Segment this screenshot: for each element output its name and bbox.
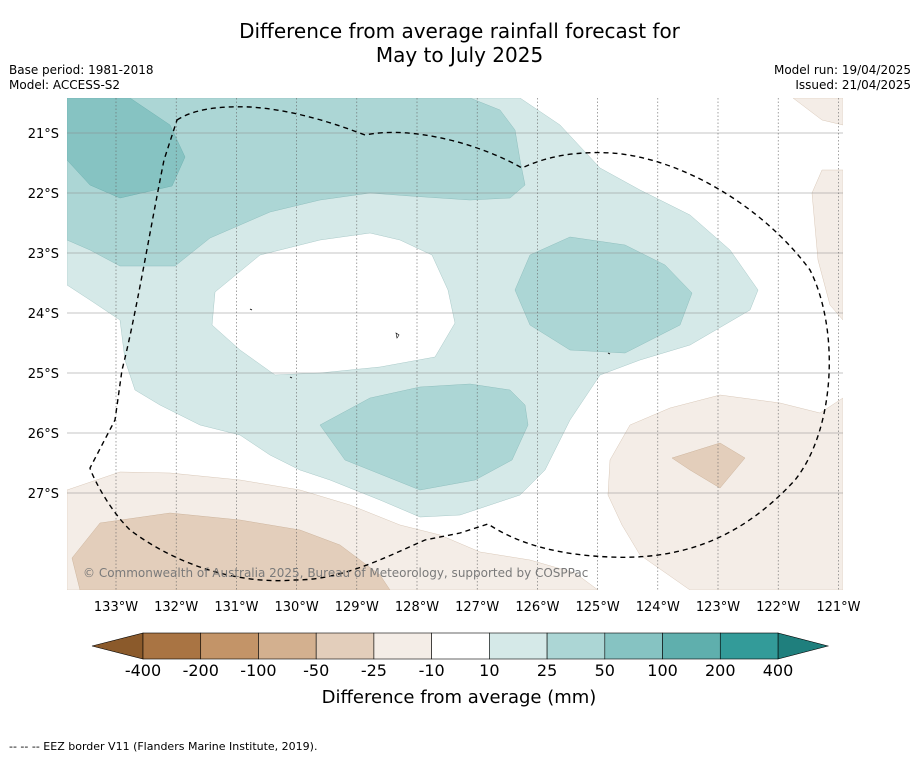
colorbar-swatch	[489, 632, 548, 660]
contour-minus10-minus25-east-edge	[811, 169, 843, 321]
colorbar-high-arrow	[777, 632, 830, 660]
colorbar-tick-label: 50	[595, 661, 615, 680]
lon-label: 128°W	[395, 600, 439, 615]
colorbar-swatch	[662, 632, 721, 660]
eez-border	[89, 106, 830, 582]
base-period: Base period: 1981-2018	[9, 63, 154, 77]
contour-50-100-northwest	[67, 98, 186, 199]
lon-label: 121°W	[816, 600, 860, 615]
colorbar-swatch	[431, 632, 490, 660]
lon-label: 132°W	[154, 600, 198, 615]
contour-minus25-minus50-southeast	[671, 442, 746, 489]
title-line-2: May to July 2025	[375, 43, 544, 67]
contour-25-50-east	[514, 236, 693, 354]
copyright-text: © Commonwealth of Australia 2025, Bureau…	[83, 566, 588, 580]
colorbar-swatch	[546, 632, 606, 660]
lon-label: 125°W	[576, 600, 620, 615]
lon-label: 130°W	[275, 600, 319, 615]
colorbar-tick-label: 100	[647, 661, 678, 680]
issued-date: Issued: 21/04/2025	[795, 78, 911, 92]
title-line-1: Difference from average rainfall forecas…	[239, 19, 680, 43]
lon-label: 131°W	[214, 600, 258, 615]
gridlines	[67, 98, 843, 590]
lat-label: 21°S	[28, 127, 59, 142]
colorbar-swatch	[373, 632, 432, 660]
contour-minus10-minus25-southeast	[607, 394, 843, 590]
lon-label: 122°W	[756, 600, 800, 615]
lat-label: 25°S	[28, 367, 59, 382]
contour-minus25-minus50-southwest	[71, 512, 391, 590]
model-name: Model: ACCESS-S2	[9, 78, 121, 92]
longitude-labels: 133°W 132°W 131°W 130°W 129°W 128°W 127°W 126°W…	[94, 600, 861, 615]
island-speck	[249, 308, 253, 311]
lat-label: 26°S	[28, 427, 59, 442]
colorbar-low-arrow	[91, 632, 144, 660]
colorbar	[91, 632, 830, 660]
lat-label: 27°S	[28, 487, 59, 502]
island-speck	[395, 332, 400, 339]
colorbar-tick-label: 400	[763, 661, 794, 680]
colorbar-tick-label: -50	[303, 661, 329, 680]
contour-minus10-minus25-northeast	[792, 98, 843, 126]
colorbar-swatch	[142, 632, 202, 660]
lon-label: 124°W	[636, 600, 680, 615]
colorbar-tick-label: -100	[240, 661, 276, 680]
colorbar-tick-label: -400	[125, 661, 161, 680]
contour-25-50-south	[319, 383, 529, 491]
colorbar-swatch	[258, 632, 317, 660]
model-run-date: Model run: 19/04/2025	[773, 63, 911, 77]
island-speck	[289, 376, 293, 379]
eez-footnote: -- -- -- EEZ border V11 (Flanders Marine…	[9, 740, 318, 753]
lat-label: 22°S	[28, 187, 59, 202]
lat-label: 23°S	[28, 247, 59, 262]
contour-25-50-north	[67, 98, 526, 267]
lon-label: 126°W	[515, 600, 559, 615]
rainfall-map	[67, 98, 843, 590]
lat-label: 24°S	[28, 307, 59, 322]
lon-label: 129°W	[335, 600, 379, 615]
colorbar-swatch	[200, 632, 259, 660]
colorbar-swatch	[604, 632, 663, 660]
contour-near-average	[211, 232, 456, 376]
lon-label: 127°W	[455, 600, 499, 615]
lon-label: 123°W	[696, 600, 740, 615]
lon-label: 133°W	[94, 600, 138, 615]
colorbar-tick-label: -25	[361, 661, 387, 680]
colorbar-tick-label: -200	[183, 661, 219, 680]
colorbar-tick-label: 10	[479, 661, 499, 680]
colorbar-tick-label: -10	[419, 661, 445, 680]
colorbar-tick-labels: -400 -200 -100 -50 -25 -10 10 25 50 100 200 400	[125, 661, 793, 680]
colorbar-swatch	[315, 632, 375, 660]
colorbar-swatch	[719, 632, 779, 660]
colorbar-tick-label: 200	[705, 661, 736, 680]
colorbar-tick-label: 25	[537, 661, 557, 680]
colorbar-label: Difference from average (mm)	[322, 687, 597, 708]
island-speck	[607, 352, 611, 355]
latitude-labels: 21°S 22°S 23°S 24°S 25°S 26°S 27°S	[28, 127, 59, 502]
